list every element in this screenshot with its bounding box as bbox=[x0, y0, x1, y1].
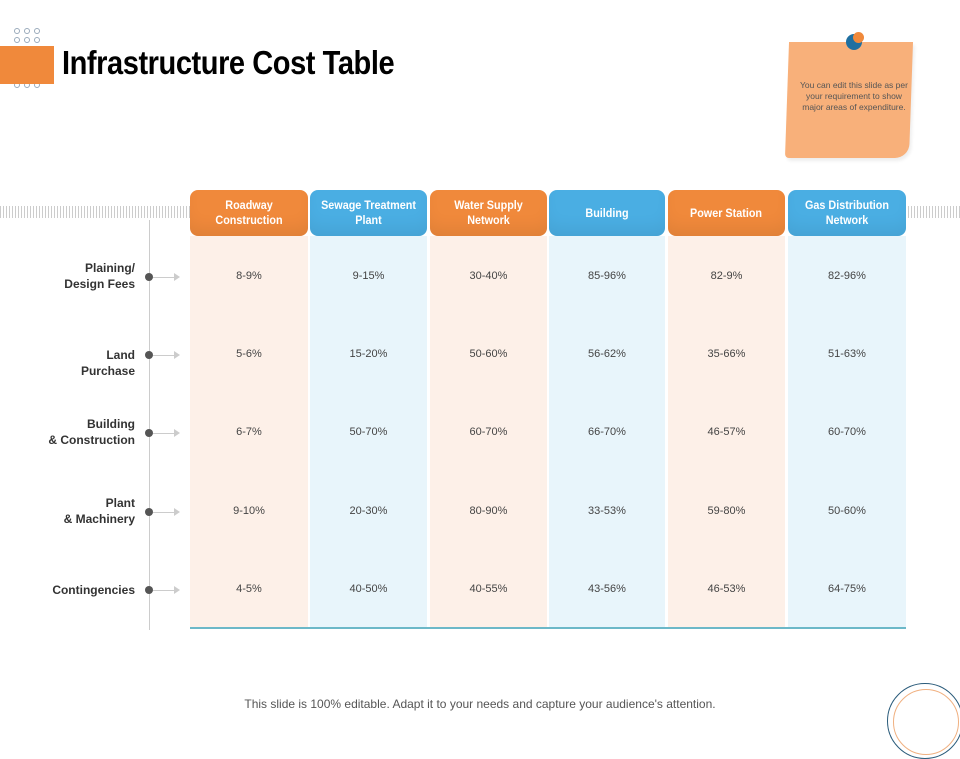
row-marker-dot bbox=[145, 351, 153, 359]
row-connector-line bbox=[153, 433, 175, 434]
dot bbox=[24, 28, 30, 34]
column-header: Sewage Treatment Plant bbox=[310, 190, 427, 236]
dot bbox=[34, 28, 40, 34]
row-marker-dot bbox=[145, 429, 153, 437]
column-body bbox=[549, 236, 665, 628]
arrow-right-icon bbox=[174, 586, 180, 594]
circle-decoration-inner bbox=[893, 689, 959, 755]
column-header-label: Roadway Construction bbox=[215, 198, 283, 227]
column-header-label: Gas Distribution Network bbox=[804, 198, 890, 227]
column-header-label: Sewage Treatment Plant bbox=[321, 198, 416, 227]
table-cell: 8-9% bbox=[236, 270, 262, 282]
footer-text: This slide is 100% editable. Adapt it to… bbox=[244, 697, 716, 711]
table-cell: 4-5% bbox=[236, 583, 262, 595]
row-marker-dot bbox=[145, 586, 153, 594]
column-body bbox=[668, 236, 785, 628]
page-title: Infrastructure Cost Table bbox=[62, 44, 395, 81]
table-cell: 46-53% bbox=[707, 583, 746, 595]
table-cell: 20-30% bbox=[349, 505, 388, 517]
hatch-decoration-right bbox=[908, 206, 960, 218]
column-header: Power Station bbox=[668, 190, 785, 236]
dot bbox=[24, 37, 30, 43]
table-cell: 82-9% bbox=[710, 270, 743, 282]
table-cell: 33-53% bbox=[588, 505, 626, 517]
column-header-label: Power Station bbox=[690, 205, 763, 220]
row-connector-line bbox=[153, 590, 175, 591]
dot bbox=[14, 28, 20, 34]
column-body bbox=[190, 236, 308, 628]
table-cell: 66-70% bbox=[588, 426, 626, 438]
table-cell: 15-20% bbox=[349, 348, 388, 360]
row-label: Building & Construction bbox=[48, 417, 135, 447]
row-label: Contingencies bbox=[52, 583, 135, 597]
column-header: Roadway Construction bbox=[190, 190, 308, 236]
arrow-right-icon bbox=[174, 273, 180, 281]
column-body bbox=[430, 236, 547, 628]
title-accent-bar bbox=[0, 46, 54, 84]
table-cell: 40-55% bbox=[469, 583, 508, 595]
table-cell: 30-40% bbox=[469, 270, 508, 282]
table-cell: 60-70% bbox=[828, 426, 866, 438]
row-connector-line bbox=[153, 512, 175, 513]
arrow-right-icon bbox=[174, 508, 180, 516]
table-cell: 46-57% bbox=[707, 426, 746, 438]
table-cell: 50-60% bbox=[469, 348, 508, 360]
table-cell: 59-80% bbox=[707, 505, 746, 517]
dot bbox=[14, 37, 20, 43]
table-cell: 6-7% bbox=[236, 426, 262, 438]
table-cell: 5-6% bbox=[236, 348, 262, 360]
table-cell: 35-66% bbox=[707, 348, 746, 360]
column-body bbox=[310, 236, 427, 628]
table-cell: 64-75% bbox=[828, 583, 866, 595]
table-cell: 43-56% bbox=[588, 583, 626, 595]
row-marker-dot bbox=[145, 508, 153, 516]
table-cell: 50-70% bbox=[349, 426, 388, 438]
pushpin-head-icon bbox=[853, 32, 864, 43]
table-cell: 85-96% bbox=[588, 270, 626, 282]
column-header-label: Building bbox=[585, 205, 629, 220]
table-cell: 51-63% bbox=[828, 348, 866, 360]
row-axis-line bbox=[149, 220, 150, 630]
table-cell: 40-50% bbox=[349, 583, 388, 595]
column-header: Water Supply Network bbox=[430, 190, 547, 236]
row-label: Plaining/Design Fees bbox=[64, 261, 135, 291]
table-cell: 82-96% bbox=[828, 270, 866, 282]
row-connector-line bbox=[153, 277, 175, 278]
column-header: Gas Distribution Network bbox=[788, 190, 906, 236]
row-marker-dot bbox=[145, 273, 153, 281]
hatch-decoration-left bbox=[0, 206, 190, 218]
arrow-right-icon bbox=[174, 429, 180, 437]
table-bottom-border bbox=[190, 627, 906, 629]
table-cell: 9-15% bbox=[352, 270, 385, 282]
table-cell: 56-62% bbox=[588, 348, 626, 360]
row-label: Plant & Machinery bbox=[63, 496, 135, 526]
arrow-right-icon bbox=[174, 351, 180, 359]
row-label: Land Purchase bbox=[80, 348, 135, 378]
column-header: Building bbox=[549, 190, 665, 236]
column-header-label: Water Supply Network bbox=[454, 198, 523, 227]
sticky-note-text: You can edit this slide as per your requ… bbox=[800, 80, 908, 112]
table-cell: 60-70% bbox=[469, 426, 508, 438]
table-cell: 9-10% bbox=[233, 505, 265, 517]
table-cell: 80-90% bbox=[469, 505, 508, 517]
row-connector-line bbox=[153, 355, 175, 356]
dot bbox=[34, 37, 40, 43]
table-cell: 50-60% bbox=[828, 505, 866, 517]
column-body bbox=[788, 236, 906, 628]
